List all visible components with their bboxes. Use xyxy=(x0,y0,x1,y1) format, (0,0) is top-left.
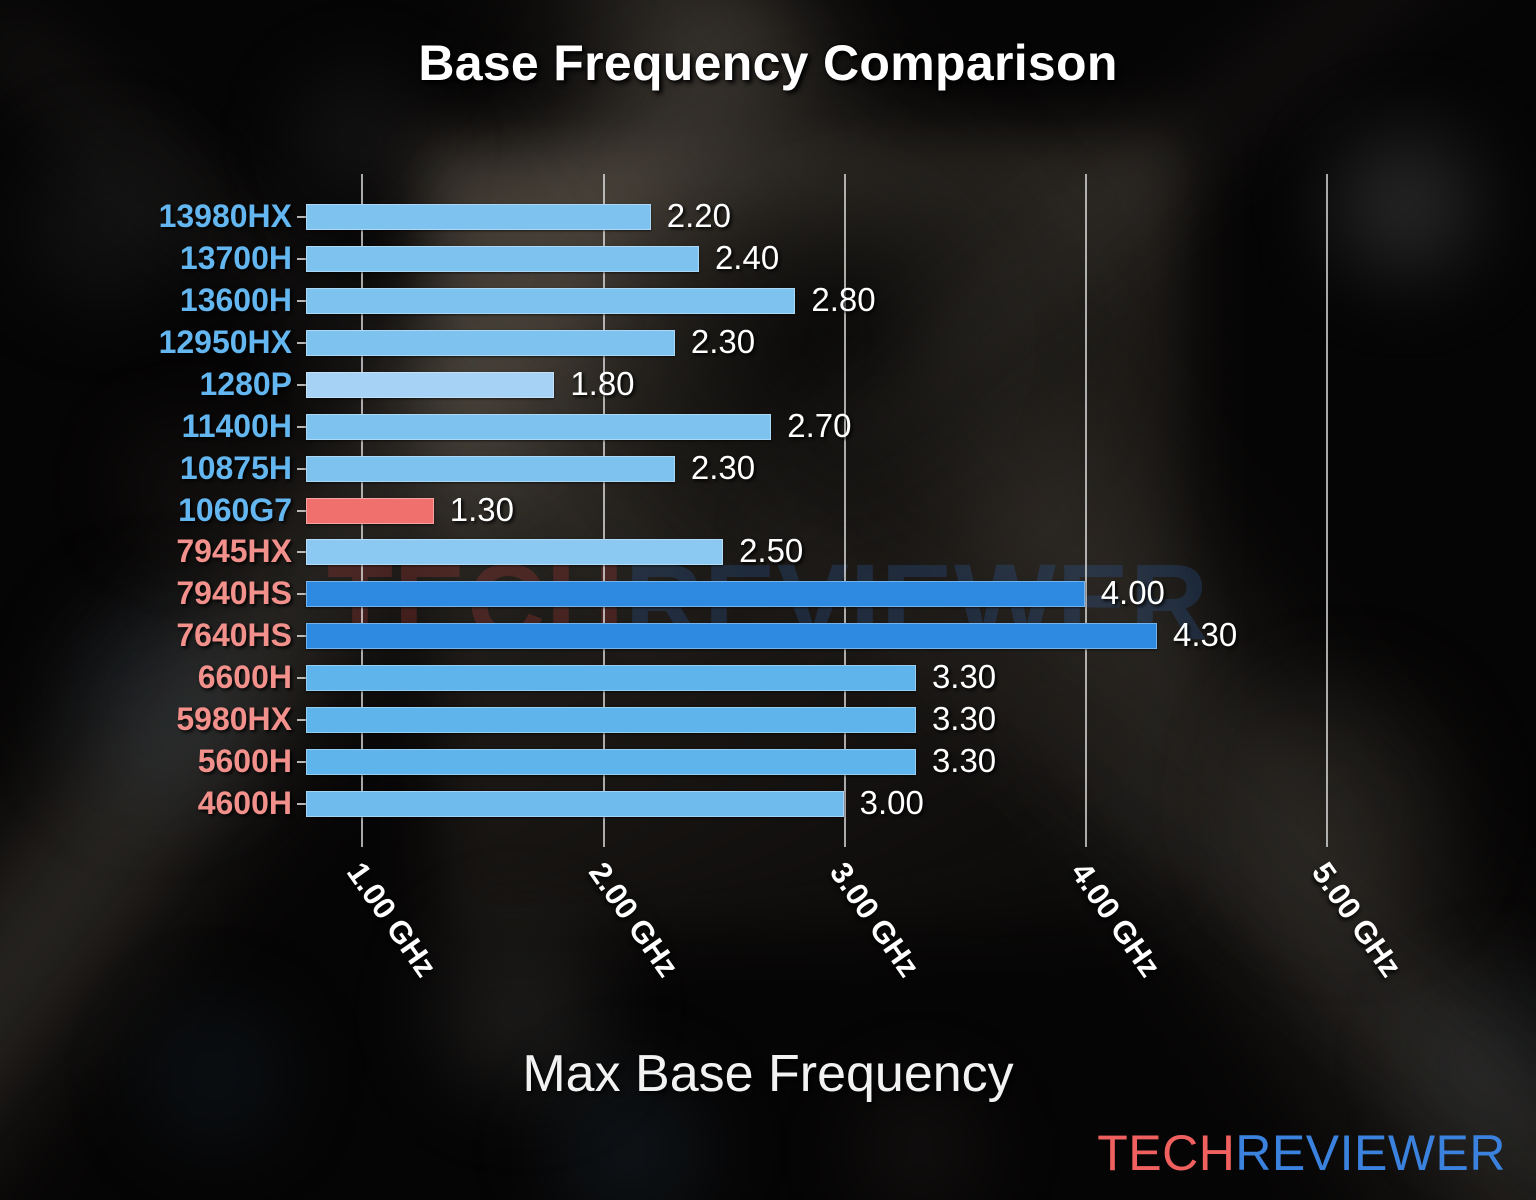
logo-tech: TECH xyxy=(1097,1125,1236,1181)
y-axis-label-5980hx: 5980HX xyxy=(176,701,292,738)
background-bokeh xyxy=(1240,690,1450,920)
y-axis-tick xyxy=(297,761,306,764)
y-axis-label-11400h: 11400H xyxy=(181,407,292,444)
x-axis-tick-label: 4.00 GHz xyxy=(1063,855,1168,984)
y-axis-tick xyxy=(297,551,306,554)
y-axis-label-6600h: 6600H xyxy=(197,659,292,696)
background-bokeh xyxy=(1340,140,1470,270)
bar-7945hx[interactable] xyxy=(306,539,724,566)
bar-10875h[interactable] xyxy=(306,455,675,482)
y-axis-label-12950hx: 12950HX xyxy=(158,323,292,360)
y-axis-label-13700h: 13700H xyxy=(179,239,292,276)
background-bokeh xyxy=(30,150,180,300)
bar-13700h[interactable] xyxy=(306,245,699,272)
y-axis-tick xyxy=(297,299,306,302)
data-label-7945hx: 2.50 xyxy=(739,532,804,570)
x-axis-tick-label: 3.00 GHz xyxy=(822,855,927,984)
background-bokeh xyxy=(860,1090,980,1200)
x-axis-tick-label: 2.00 GHz xyxy=(581,855,686,984)
y-axis-label-1060g7: 1060G7 xyxy=(178,491,292,528)
gridline xyxy=(602,174,605,847)
gridline xyxy=(1325,174,1328,847)
y-axis-tick xyxy=(297,257,306,260)
bar-12950hx[interactable] xyxy=(306,329,675,356)
y-axis-label-7640hs: 7640HS xyxy=(176,617,292,654)
data-label-5980hx: 3.30 xyxy=(931,700,997,738)
logo-reviewer: REVIEWER xyxy=(1235,1125,1506,1181)
background-bokeh xyxy=(560,1080,700,1200)
x-axis-title: Max Base Frequency xyxy=(522,1045,1014,1103)
y-axis-tick xyxy=(297,383,306,386)
y-axis-tick xyxy=(297,215,306,218)
background-bokeh xyxy=(70,600,250,800)
background-bokeh xyxy=(130,430,240,540)
y-axis-label-4600h: 4600H xyxy=(197,785,292,822)
background-bokeh xyxy=(300,80,420,200)
bar-7940hs[interactable] xyxy=(306,581,1085,608)
y-axis-label-5600h: 5600H xyxy=(197,743,292,780)
data-label-7640hs: 4.30 xyxy=(1173,616,1238,654)
data-label-1280p: 1.80 xyxy=(570,364,635,402)
bar-5600h[interactable] xyxy=(306,749,916,776)
x-axis-tick-label: 5.00 GHz xyxy=(1304,855,1409,984)
bar-7640hs[interactable] xyxy=(306,623,1158,650)
y-axis-label-7945hx: 7945HX xyxy=(176,533,292,570)
data-label-13980hx: 2.20 xyxy=(666,196,731,234)
techreviewer-logo: TECHREVIEWER xyxy=(1097,1128,1506,1178)
bar-13980hx[interactable] xyxy=(306,203,651,230)
chart-title: Base Frequency Comparison xyxy=(418,35,1118,91)
data-label-5600h: 3.30 xyxy=(931,742,997,780)
data-label-10875h: 2.30 xyxy=(690,448,756,486)
data-label-6600h: 3.30 xyxy=(931,658,997,696)
x-axis-tick-label: 1.00 GHz xyxy=(340,855,445,984)
data-label-13600h: 2.80 xyxy=(811,280,876,318)
y-axis-label-7940hs: 7940HS xyxy=(176,575,292,612)
data-label-13700h: 2.40 xyxy=(714,238,780,276)
y-axis-tick xyxy=(297,593,306,596)
bar-4600h[interactable] xyxy=(306,791,844,818)
bar-6600h[interactable] xyxy=(306,665,916,692)
y-axis-label-10875h: 10875H xyxy=(179,449,292,486)
y-axis-tick xyxy=(297,719,306,722)
y-axis-tick xyxy=(297,341,306,344)
bar-13600h[interactable] xyxy=(306,287,796,314)
y-axis-tick xyxy=(297,803,306,806)
data-label-12950hx: 2.30 xyxy=(690,322,756,360)
gridline xyxy=(1084,174,1087,847)
y-axis-label-13980hx: 13980HX xyxy=(158,197,292,234)
plot-area: 13980HX 13700H 13600H 12950HX 1280P 11400H 108… xyxy=(159,174,1374,847)
bar-5980hx[interactable] xyxy=(306,707,916,734)
y-axis-label-13600h: 13600H xyxy=(179,281,292,318)
background-bokeh xyxy=(440,930,600,1090)
y-axis-tick xyxy=(297,677,306,680)
y-axis-tick xyxy=(297,467,306,470)
y-axis-tick xyxy=(297,635,306,638)
y-axis-tick xyxy=(297,509,306,512)
bar-1280p[interactable] xyxy=(306,371,555,398)
y-axis-tick xyxy=(297,425,306,428)
gridline xyxy=(843,174,846,847)
bar-11400h[interactable] xyxy=(306,413,772,440)
bar-1060g7[interactable] xyxy=(306,497,434,524)
data-label-7940hs: 4.00 xyxy=(1100,574,1165,612)
y-axis-label-1280p: 1280P xyxy=(199,365,292,402)
data-label-4600h: 3.00 xyxy=(859,784,924,822)
data-label-11400h: 2.70 xyxy=(787,406,852,444)
background-bokeh xyxy=(150,1010,280,1140)
data-label-1060g7: 1.30 xyxy=(449,490,514,528)
